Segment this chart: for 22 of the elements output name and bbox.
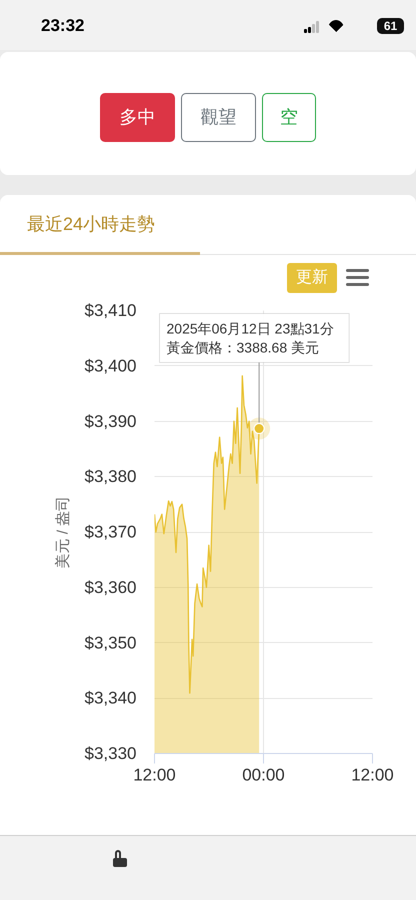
x-tick-label: 12:00 [133, 766, 176, 784]
y-tick-label: $3,330 [84, 744, 137, 763]
chart-title: 最近24小時走勢 [27, 213, 156, 235]
y-tick-label: $3,390 [84, 412, 137, 431]
y-tick-label: $3,340 [84, 688, 137, 708]
text: 61 [377, 18, 404, 34]
y-tick-label: $3,380 [84, 467, 137, 486]
annotation: 黃金價格：3388.68 美元 [166, 340, 319, 356]
y-tick-label: $3,350 [84, 633, 137, 652]
text: 觀望 [181, 93, 256, 142]
text: 更新 [287, 263, 337, 293]
x-tick-label: 00:00 [242, 766, 285, 784]
annotation: 2025年06月12日 23點31分 [166, 320, 334, 336]
y-tick-label: $3,370 [84, 522, 137, 542]
text: 多中 [100, 93, 175, 142]
y-tick-label: $3,360 [84, 578, 137, 597]
text: 空 [262, 93, 316, 142]
y-axis-title: 美元 / 盎司 [54, 496, 72, 568]
y-tick-label: $3,400 [84, 356, 137, 376]
y-tick-label: $3,410 [84, 301, 137, 320]
x-tick-label: 12:00 [351, 766, 394, 784]
text: 23:32 [41, 16, 84, 36]
